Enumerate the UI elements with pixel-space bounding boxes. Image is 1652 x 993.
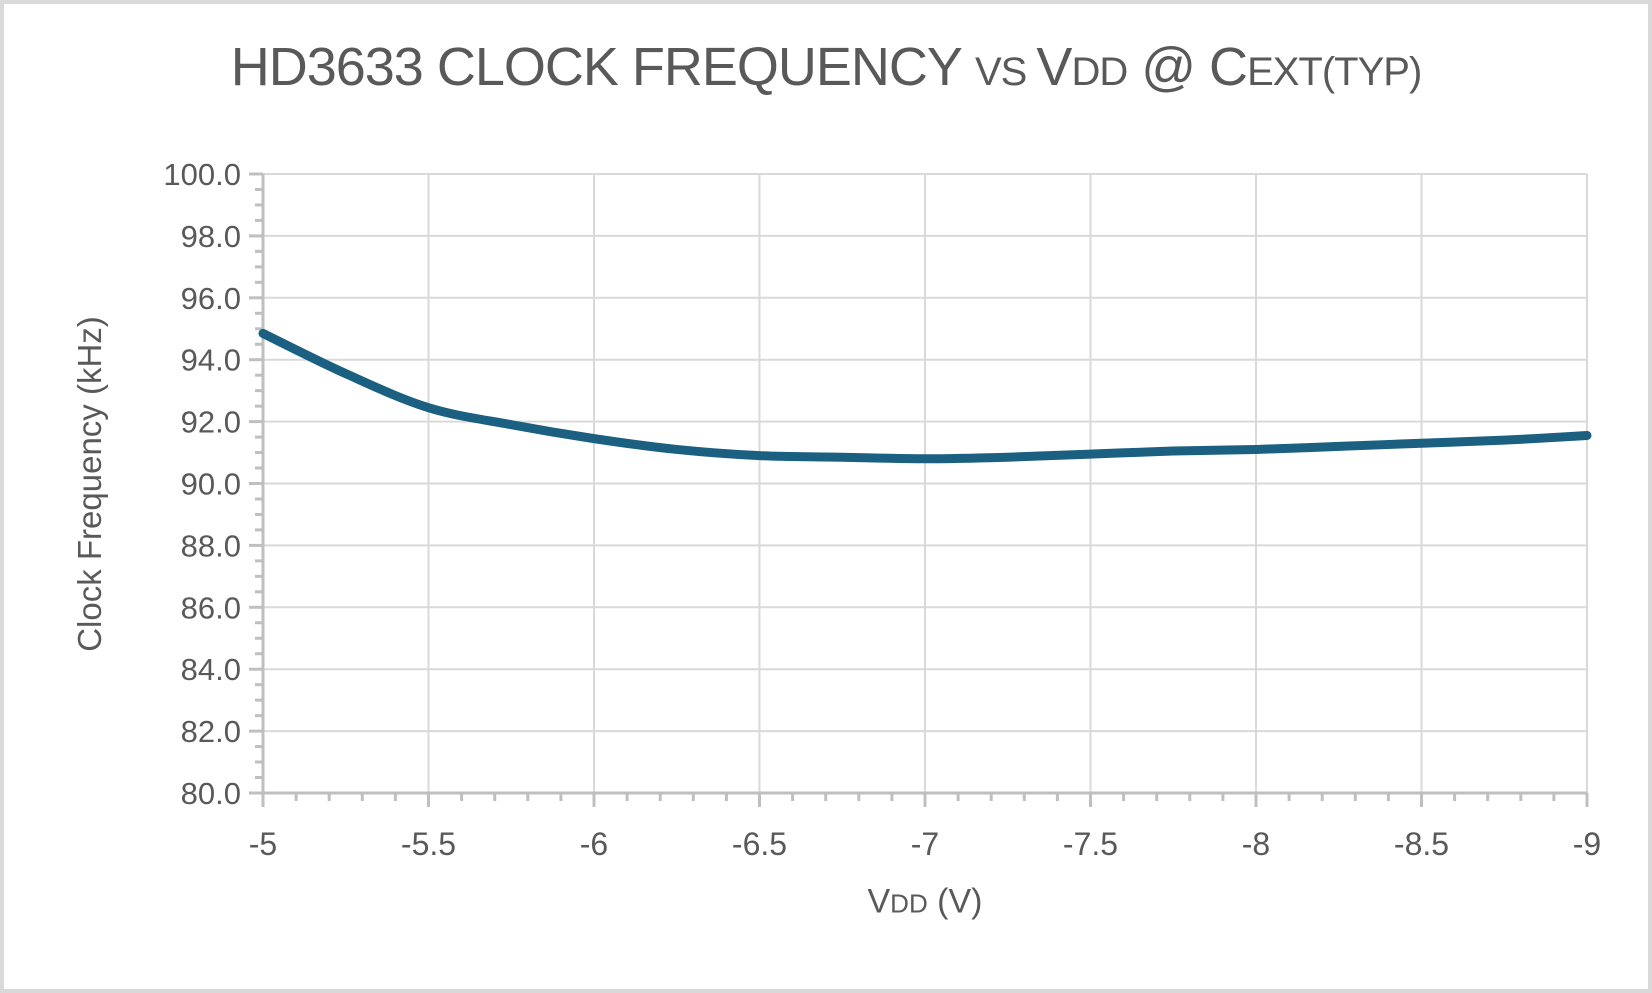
x-tick-label: -5 xyxy=(249,826,277,862)
x-axis-title-text: V xyxy=(867,882,891,921)
chart-title: HD3633 CLOCK FREQUENCY VS VDD @ CEXT(TYP… xyxy=(4,37,1648,97)
x-tick-label: -9 xyxy=(1573,826,1601,862)
x-axis-title-text: (V) xyxy=(927,882,983,921)
chart-title-text: EXT(TYP) xyxy=(1247,50,1422,94)
x-axis-title: VDD (V) xyxy=(867,883,982,922)
y-tick-label: 90.0 xyxy=(181,467,241,502)
x-tick-label: -6.5 xyxy=(732,826,787,862)
plot-area: 100.0 98.0 96.0 94.0 92.0 90.0 88.0 86.0 84.0 82.… xyxy=(163,157,1601,862)
y-tick-label: 86.0 xyxy=(181,590,241,625)
chart-title-text: HD3633 CLOCK FREQUENCY xyxy=(230,37,975,97)
chart-title-text: @ C xyxy=(1127,37,1248,97)
x-axis-title-text: DD xyxy=(890,888,928,919)
x-tick-label: -8.5 xyxy=(1394,826,1449,862)
y-tick-label: 100.0 xyxy=(163,157,241,192)
x-tick-label: -7.5 xyxy=(1063,826,1118,862)
x-tick-label: -7 xyxy=(911,826,939,862)
chart-title-text: V xyxy=(1036,37,1072,97)
chart-title-text: VS xyxy=(974,50,1037,94)
y-tick-label: 98.0 xyxy=(181,219,241,254)
x-tick-label: -8 xyxy=(1242,826,1270,862)
y-tick-label: 94.0 xyxy=(181,343,241,378)
data-series-line xyxy=(258,328,1592,464)
y-tick-label: 88.0 xyxy=(181,528,241,563)
y-tick-label: 80.0 xyxy=(181,776,241,811)
y-tick-label: 92.0 xyxy=(181,405,241,440)
y-tick-label: 96.0 xyxy=(181,281,241,316)
chart-title-text: DD xyxy=(1071,50,1128,94)
y-tick-label: 84.0 xyxy=(181,652,241,687)
x-tick-label: -6 xyxy=(580,826,608,862)
y-tick-label: 82.0 xyxy=(181,714,241,749)
x-tick-label: -5.5 xyxy=(401,826,456,862)
